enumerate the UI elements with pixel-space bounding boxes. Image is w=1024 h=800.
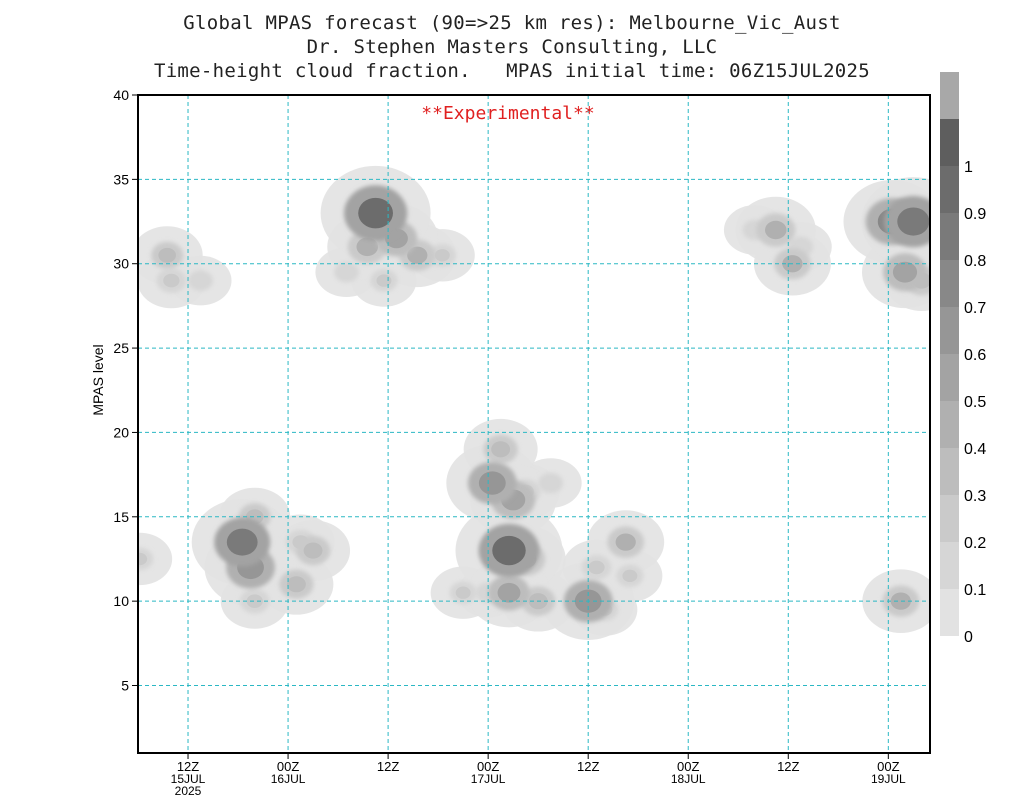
y-tick-label: 15 bbox=[113, 509, 129, 525]
cloud-cell-core bbox=[588, 560, 605, 575]
colorbar-label: 0.5 bbox=[964, 394, 986, 411]
cloud-cell-core bbox=[497, 582, 521, 603]
cloud-cell-core bbox=[358, 197, 393, 229]
cloud-cell-core bbox=[158, 247, 176, 263]
cloud-cell-core bbox=[478, 471, 506, 495]
cloud-cell-core bbox=[163, 273, 180, 288]
y-tick-label: 35 bbox=[113, 171, 129, 187]
colorbar-swatch bbox=[940, 260, 959, 307]
colorbar-label: 0.9 bbox=[964, 206, 986, 223]
chart-title-line-3: Time-height cloud fraction. MPAS initial… bbox=[153, 60, 871, 82]
colorbar-swatch bbox=[940, 495, 959, 542]
cloud-cell-core bbox=[303, 542, 323, 559]
y-tick-label: 5 bbox=[121, 678, 129, 694]
cloud-cell-core bbox=[897, 207, 930, 236]
y-tick-label: 40 bbox=[113, 87, 129, 103]
x-tick-label: 18JUL bbox=[671, 772, 706, 786]
colorbar-swatch bbox=[940, 354, 959, 401]
colorbar-label: 0.6 bbox=[964, 347, 986, 364]
colorbar-swatch bbox=[940, 307, 959, 354]
cloud-cell-core bbox=[339, 266, 354, 278]
x-tick-label: 12Z bbox=[377, 759, 399, 774]
colorbar-swatch bbox=[940, 448, 959, 495]
x-tick-label: 2025 bbox=[175, 784, 202, 798]
x-tick-label: 15JUL bbox=[171, 772, 206, 786]
chart-title-line-2: Dr. Stephen Masters Consulting, LLC bbox=[306, 36, 718, 58]
chart-title-line-1: Global MPAS forecast (90=>25 km res): Me… bbox=[183, 12, 841, 34]
y-axis: 5 10 15 20 25 30 35 40 bbox=[113, 87, 138, 694]
cloud-cell-core bbox=[615, 533, 636, 551]
cloud-fraction-field bbox=[138, 165, 930, 640]
colorbar-swatch bbox=[940, 119, 959, 166]
colorbar-label: 0.4 bbox=[964, 441, 986, 458]
colorbar-swatch bbox=[940, 401, 959, 448]
y-tick-label: 10 bbox=[113, 593, 129, 609]
colorbar-swatch bbox=[940, 72, 959, 119]
cloud-cell-core bbox=[622, 569, 638, 583]
cloud-cell-core bbox=[890, 592, 911, 610]
cloud-cell-core bbox=[492, 535, 526, 566]
colorbar-label: 0.1 bbox=[964, 582, 986, 599]
y-tick-label: 30 bbox=[113, 256, 129, 272]
cloud-cell-core bbox=[138, 552, 148, 566]
x-tick-label: 12Z bbox=[777, 759, 799, 774]
cloud-cell-core bbox=[246, 594, 263, 608]
cloud-cell-core bbox=[892, 261, 918, 283]
x-tick-label: 19JUL bbox=[871, 772, 906, 786]
x-tick-label: 12Z bbox=[177, 759, 199, 774]
colorbar-swatch bbox=[940, 166, 959, 213]
cloud-cell-core bbox=[226, 528, 258, 556]
cloud-cell-core bbox=[455, 586, 471, 599]
cloud-cell-core bbox=[764, 220, 787, 240]
colorbar-label: 0.8 bbox=[964, 253, 986, 270]
cloud-cell-core bbox=[286, 576, 306, 593]
cloud-cell-core bbox=[434, 249, 450, 262]
x-tick-label: 12Z bbox=[577, 759, 599, 774]
cloud-cell-core bbox=[376, 274, 392, 287]
colorbar-swatch bbox=[940, 542, 959, 589]
y-tick-label: 20 bbox=[113, 424, 129, 440]
x-tick-label: 00Z bbox=[477, 759, 499, 774]
y-tick-label: 25 bbox=[113, 340, 129, 356]
colorbar-legend: 0 0.1 0.2 0.3 0.4 0.5 0.6 0.7 0.8 0.9 1 bbox=[940, 72, 986, 646]
x-tick-label: 16JUL bbox=[271, 772, 306, 786]
cloud-cell-halo bbox=[138, 532, 173, 586]
grid-lines bbox=[138, 95, 930, 753]
x-tick-label: 00Z bbox=[677, 759, 699, 774]
cloud-cell-core bbox=[356, 237, 379, 257]
experimental-annotation: **Experimental** bbox=[421, 103, 595, 124]
colorbar-swatch bbox=[940, 589, 959, 636]
x-tick-label: 00Z bbox=[877, 759, 899, 774]
y-axis-label: MPAS level bbox=[90, 344, 106, 415]
colorbar-label: 0.7 bbox=[964, 300, 986, 317]
cloud-cell-core bbox=[543, 477, 558, 489]
colorbar-label: 0 bbox=[964, 629, 973, 646]
cloud-cell-core bbox=[407, 246, 428, 264]
plot-frame bbox=[137, 94, 931, 754]
cloud-cell-core bbox=[491, 441, 511, 458]
colorbar-label: 1 bbox=[964, 159, 973, 176]
cloud-cell-core bbox=[193, 274, 208, 287]
colorbar-swatch bbox=[940, 213, 959, 260]
x-tick-label: 00Z bbox=[277, 759, 299, 774]
x-tick-label: 17JUL bbox=[471, 772, 506, 786]
colorbar-label: 0.3 bbox=[964, 488, 986, 505]
colorbar-label: 0.2 bbox=[964, 535, 986, 552]
